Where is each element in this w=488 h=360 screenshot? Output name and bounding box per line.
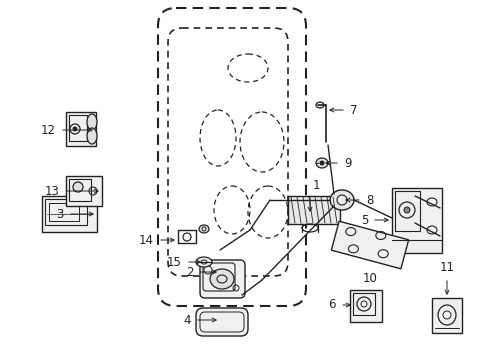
- Text: 5: 5: [360, 213, 367, 226]
- Ellipse shape: [73, 127, 77, 131]
- Ellipse shape: [319, 161, 324, 165]
- Bar: [45, 199, 87, 225]
- Text: 8: 8: [365, 194, 373, 207]
- Bar: [431, 298, 461, 333]
- Text: 15: 15: [167, 256, 182, 269]
- Text: 7: 7: [349, 104, 357, 117]
- Bar: [69, 115, 87, 141]
- FancyBboxPatch shape: [200, 260, 244, 298]
- Ellipse shape: [209, 269, 234, 289]
- Ellipse shape: [315, 158, 327, 168]
- Text: 12: 12: [41, 123, 56, 136]
- Text: 4: 4: [183, 314, 191, 327]
- Bar: [66, 176, 102, 206]
- Ellipse shape: [196, 257, 212, 267]
- Ellipse shape: [199, 225, 208, 233]
- FancyBboxPatch shape: [196, 308, 247, 336]
- Text: 9: 9: [343, 157, 351, 170]
- Text: 11: 11: [439, 261, 453, 274]
- Bar: [69, 179, 91, 201]
- Bar: [394, 191, 419, 231]
- Ellipse shape: [87, 114, 97, 130]
- Text: 2: 2: [186, 266, 194, 279]
- Text: 6: 6: [328, 298, 335, 311]
- Text: 14: 14: [139, 234, 154, 247]
- Ellipse shape: [315, 102, 324, 108]
- Bar: [49, 203, 79, 221]
- Bar: [352, 293, 374, 315]
- Ellipse shape: [403, 207, 409, 213]
- Bar: [391, 188, 441, 253]
- Bar: [349, 290, 381, 322]
- Bar: [42, 196, 97, 232]
- Ellipse shape: [329, 190, 353, 210]
- Text: 3: 3: [57, 207, 64, 220]
- Text: 10: 10: [362, 272, 377, 285]
- Ellipse shape: [87, 128, 97, 144]
- Polygon shape: [331, 221, 408, 269]
- Text: 1: 1: [312, 179, 320, 192]
- Ellipse shape: [73, 182, 83, 192]
- Bar: [287, 196, 339, 224]
- Bar: [66, 112, 96, 146]
- Text: 13: 13: [45, 185, 60, 198]
